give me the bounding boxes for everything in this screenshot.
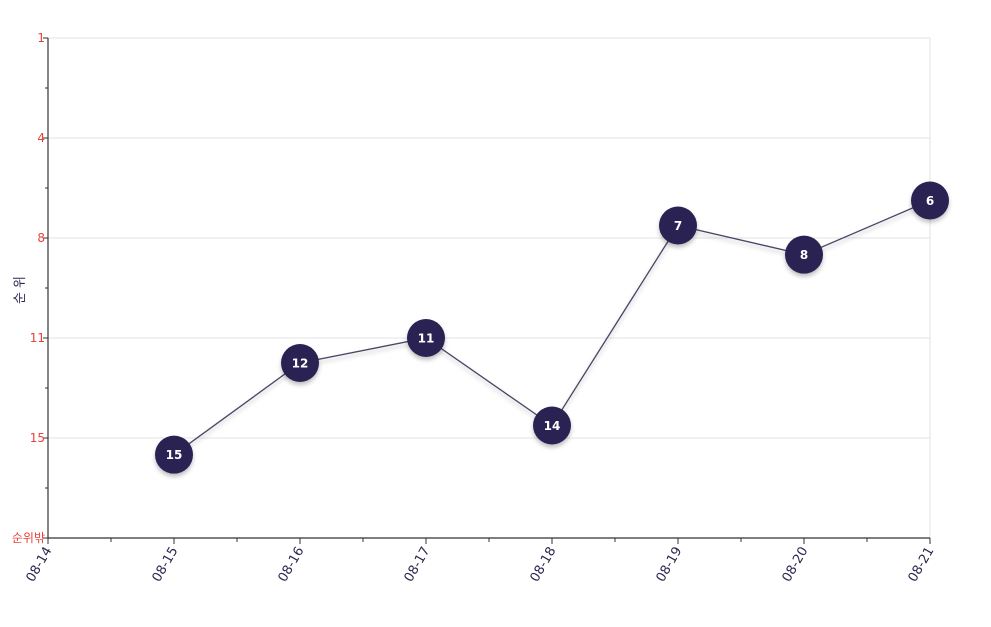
y-tick-label: 15	[30, 431, 45, 445]
x-tick-label: 08-15	[150, 545, 182, 585]
x-tick-labels: 08-14 08-15 08-16 08-17 08-18 08-19 08-20 08-21	[24, 545, 938, 585]
data-point	[533, 406, 571, 445]
data-point	[407, 319, 445, 357]
data-label: 7	[674, 219, 682, 233]
x-tick-label: 08-14	[24, 545, 56, 585]
y-tick-label: 8	[37, 231, 45, 245]
y-tick-label: 순위밖	[12, 531, 45, 545]
data-label: 12	[292, 357, 309, 371]
data-point	[785, 235, 823, 274]
y-tick-label: 1	[37, 31, 45, 45]
data-point	[281, 344, 319, 382]
y-tick-labels: 1 4 8 11 15 순위밖	[12, 31, 45, 545]
axes	[43, 37, 931, 544]
data-point	[659, 206, 697, 245]
y-axis-label: 순 위	[13, 276, 28, 304]
data-label: 11	[418, 332, 435, 346]
x-tick-label: 08-17	[402, 545, 434, 585]
data-label: 6	[926, 194, 934, 208]
data-point	[155, 435, 193, 474]
x-tick-label: 08-18	[528, 545, 560, 585]
data-point	[911, 181, 949, 220]
data-label: 8	[800, 248, 808, 262]
x-tick-label: 08-16	[276, 545, 308, 585]
x-tick-label: 08-20	[780, 545, 812, 585]
series-rank: 15 12 11 14 7 8 6	[155, 181, 949, 474]
data-label: 14	[544, 419, 561, 433]
x-tick-label: 08-19	[654, 545, 686, 585]
x-tick-label: 08-21	[906, 545, 938, 585]
y-tick-label: 11	[30, 331, 45, 345]
data-label: 15	[166, 448, 183, 462]
y-tick-label: 4	[37, 131, 45, 145]
